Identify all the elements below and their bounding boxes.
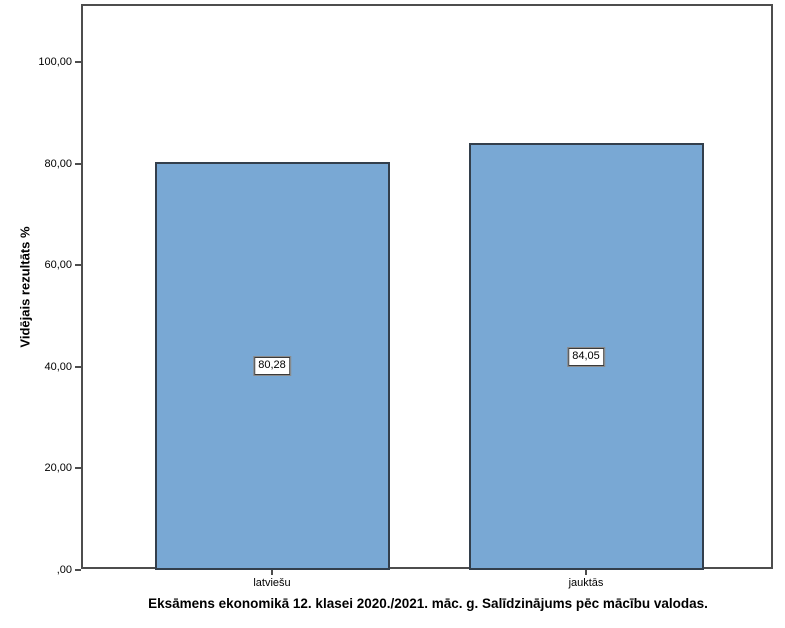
y-tick-label: ,00 [56,564,72,576]
y-tick-label: 80,00 [44,157,72,170]
y-tick-mark [75,365,81,368]
y-tick-label: 60,00 [44,259,72,272]
y-tick-label: 40,00 [44,360,72,373]
chart-caption: Eksāmens ekonomikā 12. klasei 2020./2021… [148,596,708,611]
y-tick-mark [75,467,81,470]
y-tick-mark [75,569,81,571]
y-axis-title: Vidējais rezultāts % [17,226,33,348]
y-tick-mark [75,264,81,267]
x-tick-mark [271,570,273,575]
y-tick-mark [75,61,81,64]
y-tick-label: 20,00 [44,462,72,475]
y-tick-mark [75,162,81,165]
x-tick-mark [585,570,587,575]
y-tick-label: 100,00 [38,56,72,69]
x-tick-label: latviešu [253,577,291,589]
bar-value-label: 84,05 [567,346,605,367]
x-tick-label: jauktās [568,577,604,589]
bar-value-label: 80,28 [253,356,291,377]
